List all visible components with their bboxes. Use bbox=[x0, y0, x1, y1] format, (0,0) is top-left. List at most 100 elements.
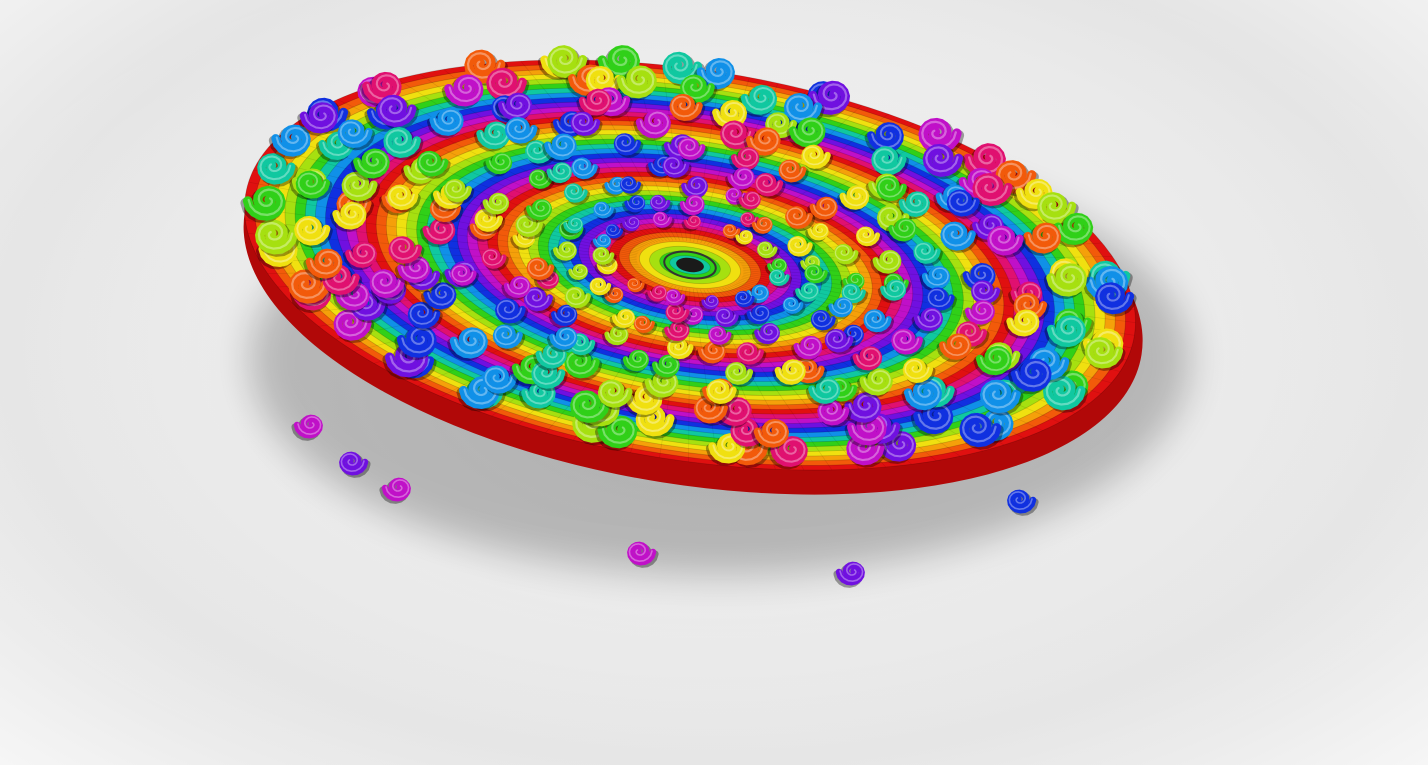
spiral-curl bbox=[826, 297, 853, 320]
spiral-curl bbox=[1037, 192, 1079, 227]
spiral-curl bbox=[447, 327, 488, 362]
spiral-curl bbox=[896, 191, 930, 220]
spiral-curl bbox=[767, 436, 808, 470]
spiral-curl bbox=[754, 172, 786, 199]
spiral-curl bbox=[768, 269, 792, 289]
spiral-curl bbox=[620, 349, 650, 374]
spiral-curl bbox=[877, 279, 907, 304]
spiral-curl bbox=[749, 216, 773, 237]
spiral-curl bbox=[420, 217, 456, 248]
spiral-curl bbox=[792, 282, 820, 305]
spiral-curl bbox=[785, 206, 816, 232]
spiral-curl bbox=[824, 328, 856, 355]
spiral-curl bbox=[464, 49, 508, 86]
spiral-curl bbox=[483, 152, 513, 177]
spiral-curl bbox=[633, 315, 658, 336]
spiral-curl bbox=[602, 176, 627, 197]
spiral-curl bbox=[1007, 489, 1039, 516]
spiral-curl bbox=[863, 309, 895, 335]
spiral-curl bbox=[376, 94, 419, 130]
spiral-curl bbox=[589, 277, 614, 298]
spiral-curl bbox=[857, 368, 893, 398]
spiral-curl bbox=[807, 196, 838, 223]
spiral-curl bbox=[705, 433, 746, 466]
spiral-curl bbox=[926, 287, 957, 313]
disc-tile-line bbox=[252, 246, 638, 264]
center-ring bbox=[663, 250, 717, 280]
spiral-curl bbox=[922, 143, 966, 180]
spiral-curl bbox=[602, 325, 629, 348]
spiral-curl bbox=[946, 189, 983, 220]
spiral-curl bbox=[649, 194, 673, 214]
spiral-curl bbox=[665, 289, 688, 308]
spiral-curl bbox=[787, 235, 815, 259]
spiral-curl bbox=[801, 144, 834, 172]
spiral-curl bbox=[791, 335, 823, 362]
spiral-curl bbox=[962, 300, 995, 328]
spiral-curl bbox=[810, 309, 839, 333]
spiral-curl bbox=[669, 93, 706, 124]
spiral-curl bbox=[295, 170, 333, 202]
spiral-curl bbox=[622, 195, 646, 215]
spiral-curl bbox=[936, 333, 972, 363]
spiral-curl bbox=[743, 127, 781, 159]
spiral-curl bbox=[973, 345, 1012, 378]
spiral-curl bbox=[876, 431, 917, 465]
spiral-curl bbox=[661, 320, 690, 344]
spiral-curl bbox=[427, 107, 464, 139]
spiral-curl bbox=[563, 183, 590, 206]
spiral-curl bbox=[841, 392, 882, 426]
spiral-curl bbox=[959, 412, 1004, 450]
spiral-curl bbox=[913, 241, 943, 267]
spiral-curl bbox=[482, 365, 520, 397]
spiral-curl bbox=[544, 162, 573, 186]
spiral-curl bbox=[240, 185, 286, 224]
spiral-curl bbox=[756, 241, 780, 261]
spiral-curl bbox=[772, 359, 806, 388]
spiral-curl bbox=[257, 153, 298, 187]
spiral-curl bbox=[619, 176, 644, 196]
spiral-curl bbox=[678, 306, 704, 328]
spiral-curl bbox=[740, 212, 762, 230]
spiral-curl bbox=[805, 80, 851, 118]
spiral-curl bbox=[1003, 309, 1040, 339]
spiral-curl bbox=[804, 264, 831, 286]
spiral-curl bbox=[570, 390, 613, 426]
spiral-curl bbox=[570, 111, 603, 139]
spiral-curl bbox=[523, 287, 556, 314]
spiral-curl bbox=[548, 304, 578, 329]
spiral-curl bbox=[407, 301, 443, 331]
spiral-curl bbox=[597, 379, 635, 411]
spiral-curl bbox=[594, 415, 638, 451]
spiral-curl bbox=[568, 333, 598, 358]
spiral-curl bbox=[576, 88, 612, 118]
spiral-curl bbox=[743, 284, 770, 306]
spiral-curl bbox=[695, 340, 726, 366]
spiral-curl bbox=[605, 224, 626, 241]
spiral-curl bbox=[725, 187, 750, 208]
spiral-curl bbox=[972, 173, 1016, 209]
spiral-curl bbox=[876, 176, 910, 204]
disc-tile-line bbox=[397, 78, 656, 244]
spiral-curl bbox=[706, 379, 740, 407]
spiral-curl bbox=[833, 243, 861, 267]
spiral-curl bbox=[633, 109, 671, 141]
spiral-curl bbox=[550, 241, 577, 264]
spiral-curl bbox=[662, 51, 705, 87]
spiral-curl bbox=[315, 131, 354, 163]
spiral-curl bbox=[566, 263, 588, 283]
spiral-curl bbox=[850, 346, 883, 373]
spiral-curl bbox=[627, 541, 659, 568]
spiral-curl bbox=[528, 169, 556, 192]
spiral-curl bbox=[394, 325, 437, 361]
disc-tile-line bbox=[545, 284, 673, 434]
spiral-curl bbox=[268, 124, 311, 160]
rainbow-disc bbox=[240, 45, 1143, 588]
spiral-curl bbox=[751, 418, 790, 451]
spiral-curl bbox=[1042, 375, 1089, 413]
spiral-curl bbox=[714, 397, 752, 429]
spiral-curl bbox=[329, 201, 367, 233]
spiral-curl bbox=[855, 226, 883, 249]
disc-tile-line bbox=[547, 59, 674, 241]
spiral-curl bbox=[979, 379, 1024, 416]
